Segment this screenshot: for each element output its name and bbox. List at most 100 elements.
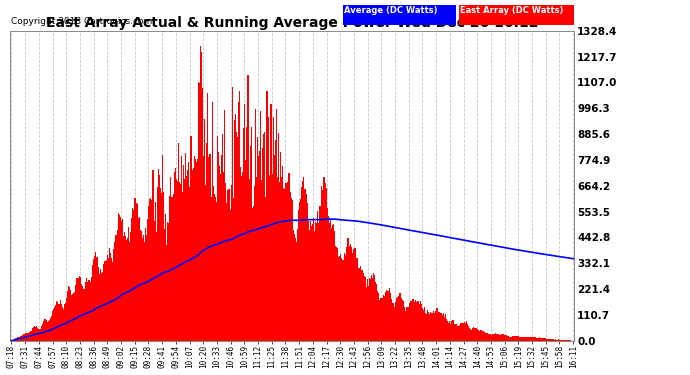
Bar [486, 333, 487, 341]
Bar [373, 273, 374, 341]
Bar [57, 303, 59, 341]
Bar [77, 278, 79, 341]
Bar [495, 334, 497, 341]
Bar [161, 193, 162, 341]
Bar [543, 338, 544, 341]
Bar [404, 307, 405, 341]
Bar [90, 282, 91, 341]
Bar [277, 177, 278, 341]
Bar [322, 190, 324, 341]
Bar [304, 189, 306, 341]
Bar [455, 324, 457, 341]
Bar [157, 188, 158, 341]
Bar [544, 338, 545, 341]
Bar [374, 275, 375, 341]
FancyBboxPatch shape [343, 5, 456, 26]
Bar [278, 132, 279, 341]
Bar [110, 253, 111, 341]
Bar [464, 322, 465, 341]
Bar [232, 87, 233, 341]
Bar [215, 197, 216, 341]
Bar [175, 168, 176, 341]
Bar [504, 334, 505, 341]
Bar [288, 174, 290, 341]
Bar [204, 119, 205, 341]
Bar [479, 331, 480, 341]
Bar [132, 208, 133, 341]
Bar [199, 83, 200, 341]
Bar [491, 335, 493, 341]
Bar [503, 334, 504, 341]
Bar [357, 258, 358, 341]
Bar [403, 301, 404, 341]
Bar [518, 336, 519, 341]
Bar [129, 242, 130, 341]
Bar [324, 183, 326, 341]
Bar [268, 175, 270, 341]
Bar [184, 179, 185, 341]
Bar [431, 313, 432, 341]
Bar [370, 279, 371, 341]
Bar [435, 311, 437, 341]
Bar [470, 329, 471, 341]
Bar [59, 300, 61, 341]
Bar [401, 298, 402, 341]
Bar [475, 328, 477, 341]
Bar [202, 88, 203, 341]
Bar [220, 174, 221, 341]
Bar [71, 294, 72, 341]
Bar [107, 255, 108, 341]
Bar [128, 227, 129, 341]
Bar [113, 249, 115, 341]
Bar [515, 336, 517, 341]
Bar [239, 91, 240, 341]
Bar [266, 91, 268, 341]
Bar [240, 166, 241, 341]
Bar [246, 127, 248, 341]
Bar [561, 340, 562, 341]
Bar [30, 331, 31, 341]
Bar [33, 327, 34, 341]
Bar [85, 282, 86, 341]
Bar [535, 338, 537, 341]
Bar [127, 238, 128, 341]
Bar [425, 313, 426, 341]
Bar [262, 148, 264, 341]
Bar [55, 304, 57, 341]
Bar [133, 210, 135, 341]
Bar [480, 330, 481, 341]
Bar [462, 323, 463, 341]
Bar [388, 291, 389, 341]
Bar [162, 155, 163, 341]
Bar [473, 327, 475, 341]
Bar [200, 46, 201, 341]
Bar [69, 287, 70, 341]
Bar [165, 214, 166, 341]
Bar [437, 312, 439, 341]
Bar [193, 168, 194, 341]
Bar [546, 339, 547, 341]
Bar [466, 321, 467, 341]
Bar [525, 337, 526, 341]
Bar [185, 153, 186, 341]
Bar [320, 206, 322, 341]
Bar [338, 257, 339, 341]
Bar [28, 333, 29, 341]
Bar [115, 235, 117, 341]
Bar [542, 338, 543, 341]
Bar [290, 198, 292, 341]
Bar [362, 273, 364, 341]
Bar [410, 301, 411, 341]
Bar [505, 335, 506, 341]
Bar [66, 297, 67, 341]
Bar [450, 324, 451, 341]
Bar [295, 238, 296, 341]
Bar [463, 323, 464, 341]
Bar [34, 327, 35, 341]
Bar [562, 340, 563, 341]
Bar [179, 182, 180, 341]
Bar [407, 307, 408, 341]
Bar [549, 339, 551, 341]
Bar [25, 333, 26, 341]
Bar [520, 337, 521, 341]
